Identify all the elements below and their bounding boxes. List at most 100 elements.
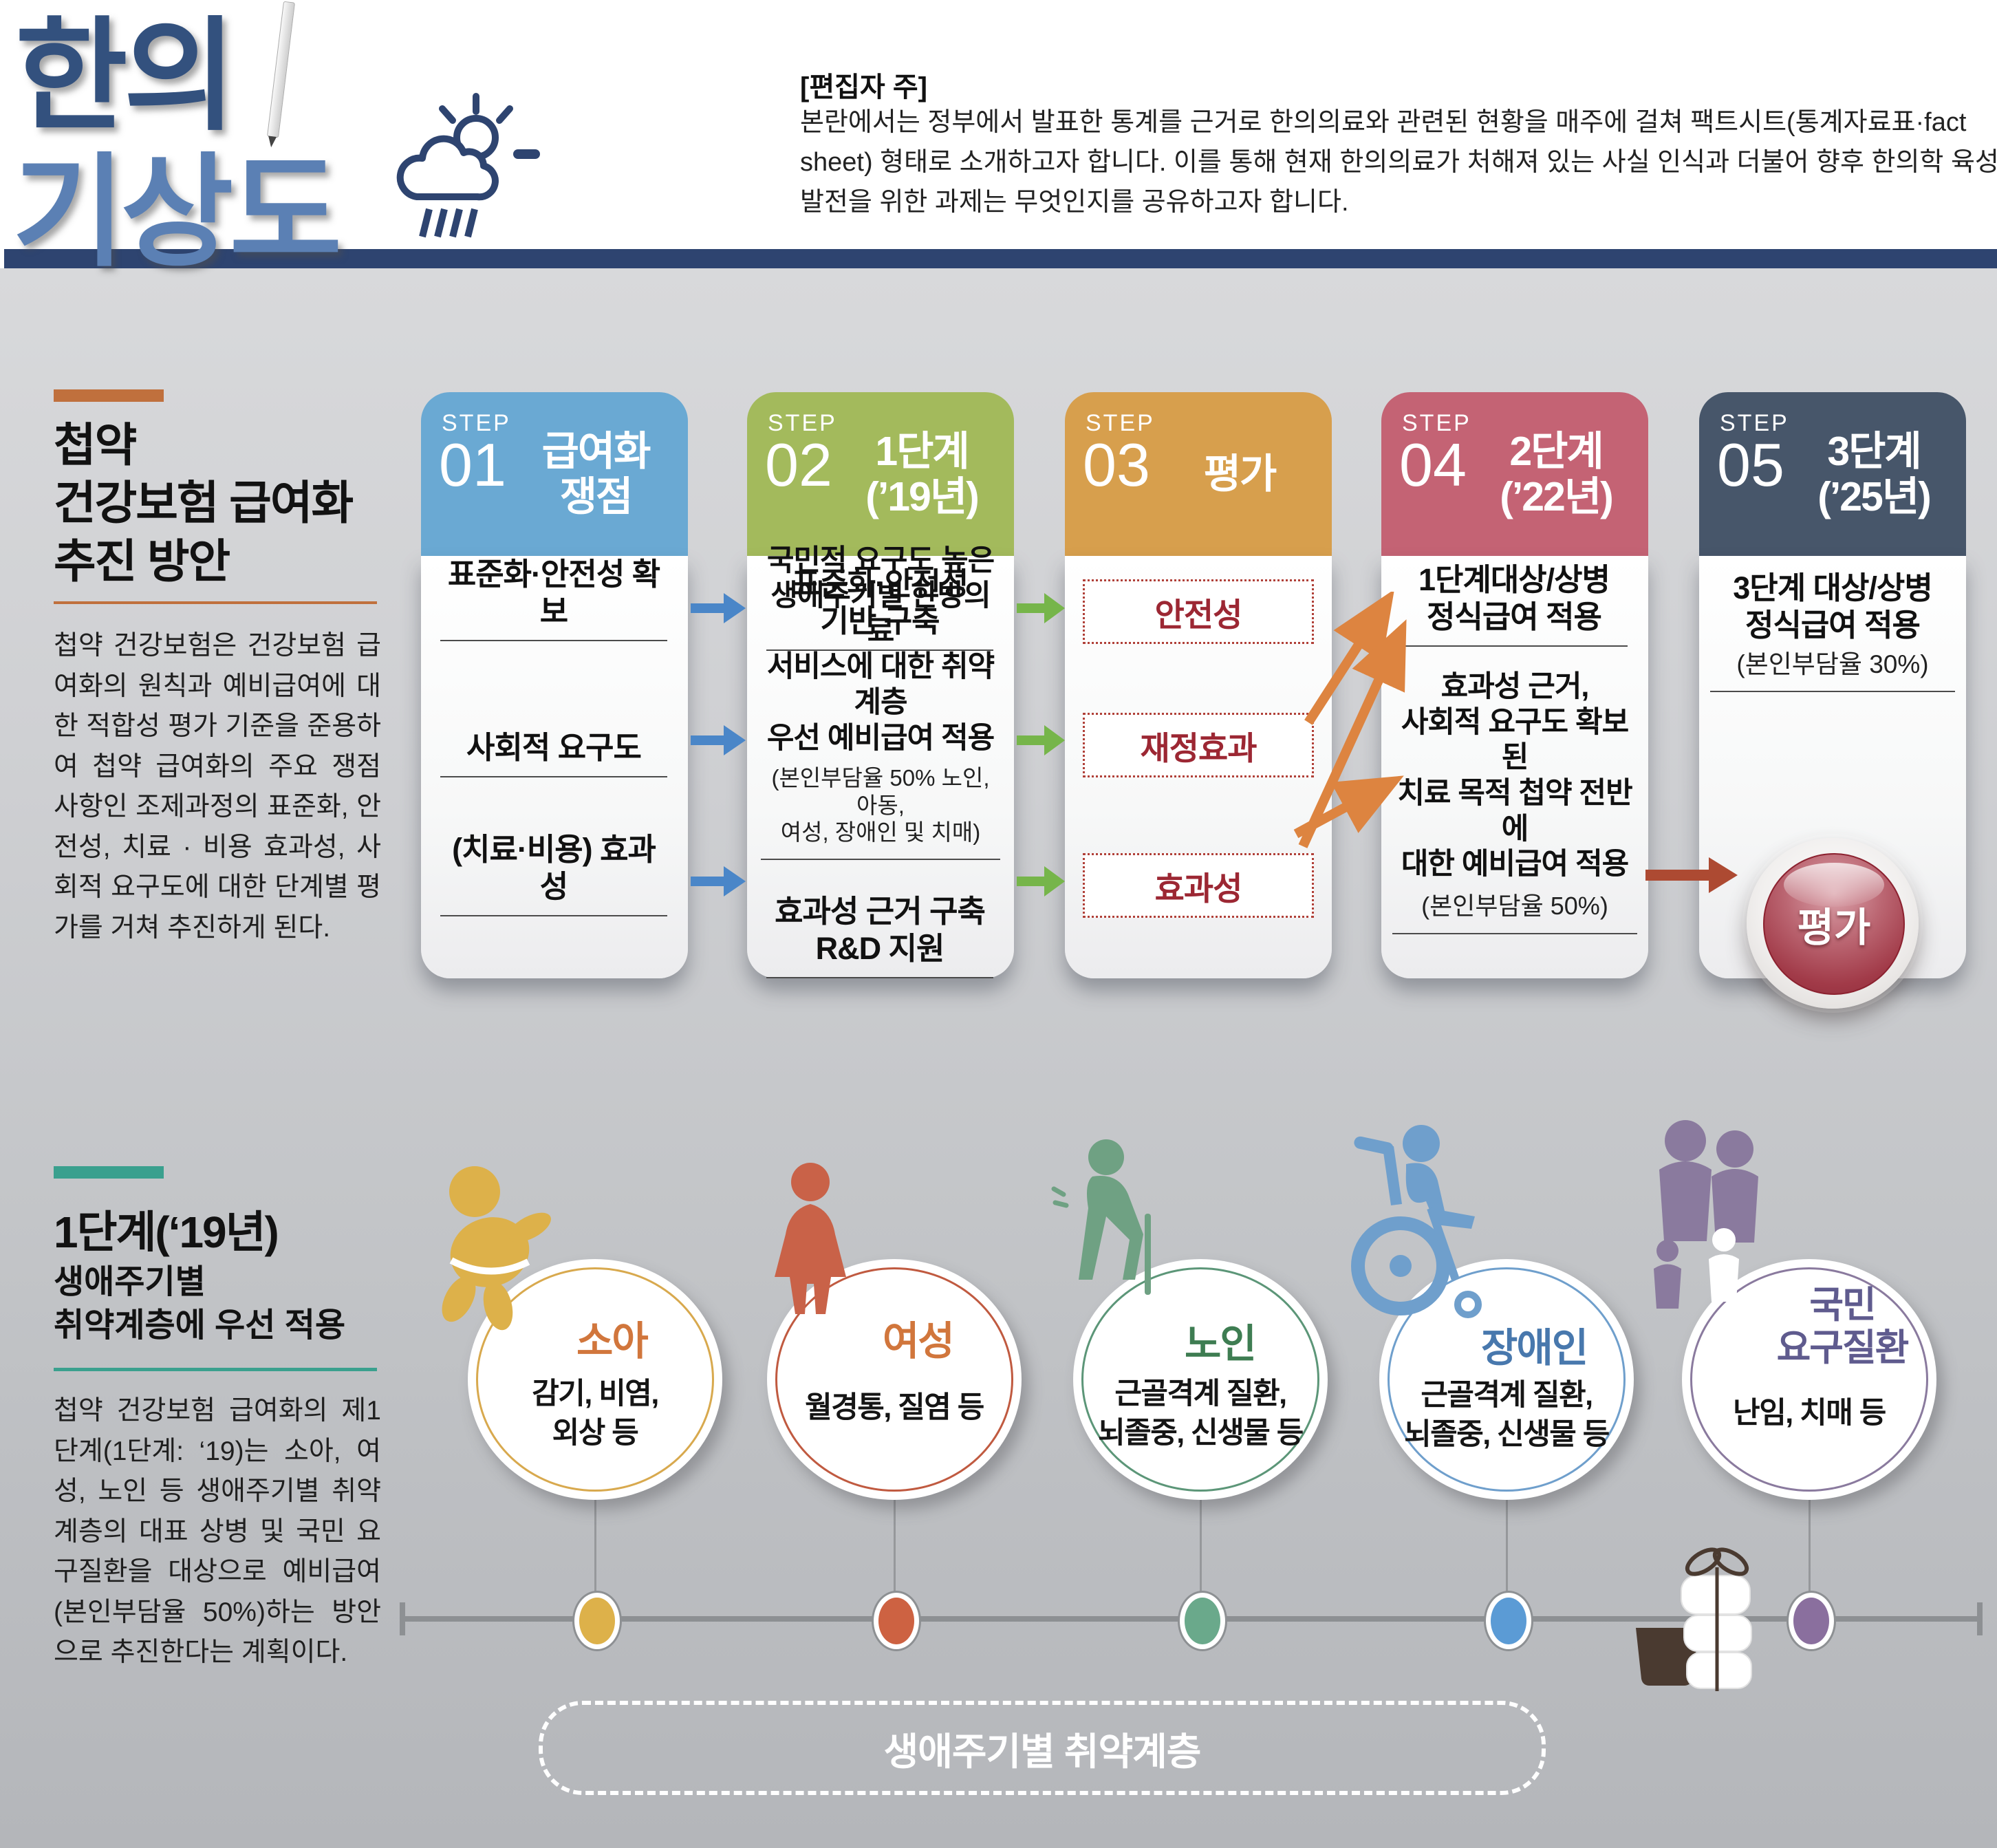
- stage1-accent-bar: [54, 1166, 164, 1179]
- timeline-connector: [894, 1498, 896, 1621]
- flow-arrow-blue-2-icon: [691, 725, 746, 755]
- card4-item-2-text: 효과성 근거, 사회적 요구도 확보된 치료 목적 첩약 전반에 대한 예비급여…: [1397, 670, 1632, 881]
- logo-line1: 한의: [15, 8, 237, 144]
- timeline-endcap-right: [1977, 1602, 1983, 1635]
- group-ring: [1690, 1267, 1928, 1492]
- timeline-endcap-left: [400, 1602, 405, 1635]
- timeline-dot-elderly: [1178, 1591, 1227, 1651]
- intro-divider: [54, 601, 377, 604]
- card5-item-1-note: (본인부담율 30%): [1736, 649, 1929, 678]
- family-icon: [1654, 1120, 1758, 1309]
- timeline-dot-children: [572, 1591, 622, 1651]
- editor-note-body: 본란에서는 정부에서 발표한 통계를 근거로 한의의료와 관련된 현황을 매주에…: [800, 108, 1997, 217]
- step-word: STEP: [1720, 410, 1789, 436]
- woman-icon: [775, 1163, 846, 1314]
- group-ring: [775, 1267, 1013, 1492]
- group-desc-women: 월경통, 질염 등: [805, 1391, 984, 1424]
- step-card-01-header: STEP 01 급여화 쟁점: [421, 392, 688, 556]
- step-title: 1단계 (’19년): [865, 428, 980, 519]
- stage1-body: 첩약 건강보험 급여화의 제1단계(1단계: ‘19)는 소아, 여성, 노인 …: [54, 1396, 381, 1667]
- card2-item-2-text: 국민적 요구도 높은 생애주기별 한방의료 서비스에 대한 취약계층 우선 예비…: [766, 544, 995, 755]
- group-label-elderly: 노인: [1185, 1322, 1257, 1366]
- group-circle-elderly: 노인 근골격계 질환, 뇌졸중, 신생물 등: [1073, 1259, 1328, 1500]
- step-card-04-body: 1단계대상/상병 정식급여 적용 효과성 근거, 사회적 요구도 확보된 치료 …: [1381, 556, 1648, 978]
- stage1-title: 1단계(‘19년): [54, 1207, 279, 1257]
- step-card-03-header: STEP 03 평가: [1065, 392, 1332, 556]
- stage1-divider: [54, 1368, 377, 1371]
- timeline-connector: [1200, 1498, 1202, 1621]
- flow-arrow-blue-1-icon: [691, 593, 746, 623]
- herb-bundle-icon: [1636, 1547, 1752, 1691]
- card1-item-1-text: 표준화·안전성 확보: [447, 557, 660, 629]
- step-card-02-body: 표준화·안전성 기반 구축 국민적 요구도 높은 생애주기별 한방의료 서비스에…: [747, 544, 1014, 978]
- group-ring: [1388, 1267, 1626, 1492]
- card1-item-2-text: 사회적 요구도: [466, 730, 642, 765]
- elderly-icon: [1051, 1139, 1151, 1295]
- step-card-03: STEP 03 평가 안전성 재정효과 효과성: [1065, 392, 1332, 978]
- eval-box-finance: 재정효과: [1083, 713, 1314, 777]
- card1-item-1: 표준화·안전성 확보: [440, 557, 667, 641]
- card1-item-3-text: (치료·비용) 효과성: [452, 832, 656, 904]
- step-card-01-body: 표준화·안전성 확보 사회적 요구도 (치료·비용) 효과성: [421, 556, 688, 978]
- evaluation-button-label: 평가: [1797, 905, 1871, 950]
- card2-item-2-note: (본인부담율 50% 노인, 아동, 여성, 장애인 및 치매): [771, 765, 990, 846]
- card4-item-1-text: 1단계대상/상병 정식급여 적용: [1418, 562, 1610, 634]
- eval-box-effect: 효과성: [1083, 853, 1314, 918]
- editor-note-title: [편집자 주]: [800, 72, 927, 103]
- card2-item-3-text: 효과성 근거 구축 R&D 지원: [775, 894, 986, 966]
- flow-arrow-red-icon: [1645, 857, 1738, 893]
- card4-item-2-note: (본인부담율 50%): [1421, 891, 1608, 920]
- card4-item-1: 1단계대상/상병 정식급여 적용: [1401, 560, 1628, 647]
- timeline-connector: [594, 1498, 596, 1621]
- flow-arrow-green-3-icon: [1017, 866, 1065, 896]
- card2-item-1: 표준화·안전성 기반 구축: [766, 556, 993, 651]
- pencil-icon: [266, 1, 296, 138]
- group-ring: [476, 1267, 714, 1492]
- step-card-01: STEP 01 급여화 쟁점 표준화·안전성 확보 사회적 요구도 (치료·비용…: [421, 392, 688, 978]
- step-card-02: STEP 02 1단계 (’19년) 표준화·안전성 기반 구축 국민적 요구도…: [747, 392, 1014, 978]
- logo-line2: 기상도: [12, 144, 342, 281]
- card1-item-3: (치료·비용) 효과성: [440, 832, 667, 916]
- card1-item-2: 사회적 요구도: [440, 703, 667, 777]
- flow-arrow-green-1-icon: [1017, 593, 1065, 623]
- group-label-children: 소아: [576, 1319, 649, 1364]
- step-card-05-header: STEP 05 3단계 (’25년): [1699, 392, 1966, 556]
- card5-item-1: 3단계 대상/상병 정식급여 적용 (본인부담율 30%): [1710, 549, 1955, 692]
- step-title: 평가: [1203, 451, 1277, 497]
- step-card-02-header: STEP 02 1단계 (’19년): [747, 392, 1014, 556]
- timeline-dot-public: [1786, 1591, 1836, 1651]
- weather-icon: [396, 93, 540, 238]
- step-title: 급여화 쟁점: [541, 428, 651, 519]
- card5-item-1-text: 3단계 대상/상병 정식급여 적용: [1733, 570, 1932, 643]
- step-title: 2단계 (’22년): [1500, 428, 1614, 519]
- intro-accent-bar: [54, 389, 164, 402]
- step-number: 01: [439, 431, 506, 499]
- timeline-dot-disabled: [1484, 1591, 1533, 1651]
- lifecycle-caption-box: 생애주기별 취약계층: [539, 1701, 1546, 1795]
- timeline-dot-women: [872, 1591, 921, 1651]
- evaluation-button: 평가: [1747, 838, 1919, 1009]
- flow-arrow-green-2-icon: [1017, 725, 1065, 755]
- timeline-connector: [1506, 1498, 1508, 1621]
- evaluation-button-face: 평가: [1763, 853, 1905, 995]
- step-card-03-body: 안전성 재정효과 효과성: [1065, 556, 1332, 978]
- step-number: 02: [765, 431, 832, 499]
- step-word: STEP: [1086, 410, 1155, 436]
- group-label-disabled: 장애인: [1481, 1326, 1588, 1371]
- step-word: STEP: [442, 410, 511, 436]
- step-word: STEP: [1402, 410, 1471, 436]
- step-number: 05: [1717, 431, 1784, 499]
- flow-arrows-orange-icon: [1293, 592, 1407, 848]
- header-divider-bar: [4, 249, 1997, 268]
- baby-icon: [442, 1166, 551, 1331]
- timeline-connector: [1809, 1498, 1811, 1621]
- intro-body: 첩약 건강보험은 건강보험 급여화의 원칙과 예비급여에 대한 적합성 평가 기…: [54, 631, 381, 943]
- eval-box-safety: 안전성: [1083, 579, 1314, 644]
- card2-item-3: 효과성 근거 구축 R&D 지원: [766, 879, 993, 978]
- card2-item-1-text: 표준화·안전성 기반 구축: [791, 566, 969, 638]
- wheelchair-icon: [1351, 1125, 1482, 1318]
- group-desc-elderly: 근골격계 질환, 뇌졸중, 신생물 등: [1098, 1377, 1304, 1450]
- group-label-public: 국민 요구질환: [1776, 1285, 1910, 1369]
- group-label-women: 여성: [883, 1319, 955, 1364]
- step-word: STEP: [768, 410, 837, 436]
